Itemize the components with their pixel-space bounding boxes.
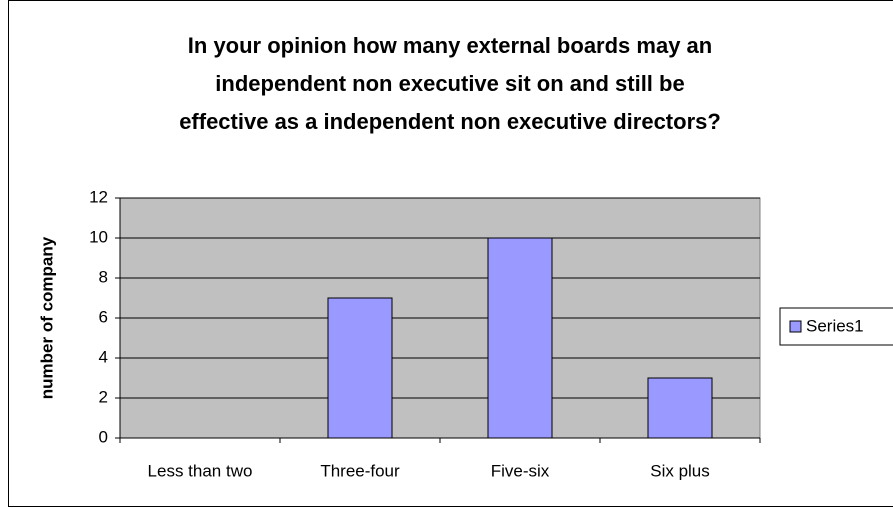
y-tick-label: 4 <box>99 347 108 366</box>
y-tick-label: 10 <box>89 227 108 246</box>
legend-swatch <box>789 320 802 333</box>
y-tick-label: 2 <box>99 387 108 406</box>
x-tick-label: Less than two <box>148 461 253 480</box>
x-tick-label: Three-four <box>320 461 400 480</box>
chart-title: effective as a independent non executive… <box>179 109 721 134</box>
y-tick-label: 8 <box>99 267 108 286</box>
chart-title: independent non executive sit on and sti… <box>215 71 684 96</box>
bar <box>487 237 553 439</box>
y-axis-label: number of company <box>37 236 56 399</box>
y-tick-label: 0 <box>99 427 108 446</box>
legend-label: Series1 <box>806 316 864 335</box>
bar <box>647 377 713 439</box>
chart-title: In your opinion how many external boards… <box>188 33 712 58</box>
x-tick-label: Five-six <box>491 461 550 480</box>
y-tick-label: 6 <box>99 307 108 326</box>
y-tick-label: 12 <box>89 187 108 206</box>
x-tick-label: Six plus <box>650 461 710 480</box>
bar <box>327 297 393 439</box>
